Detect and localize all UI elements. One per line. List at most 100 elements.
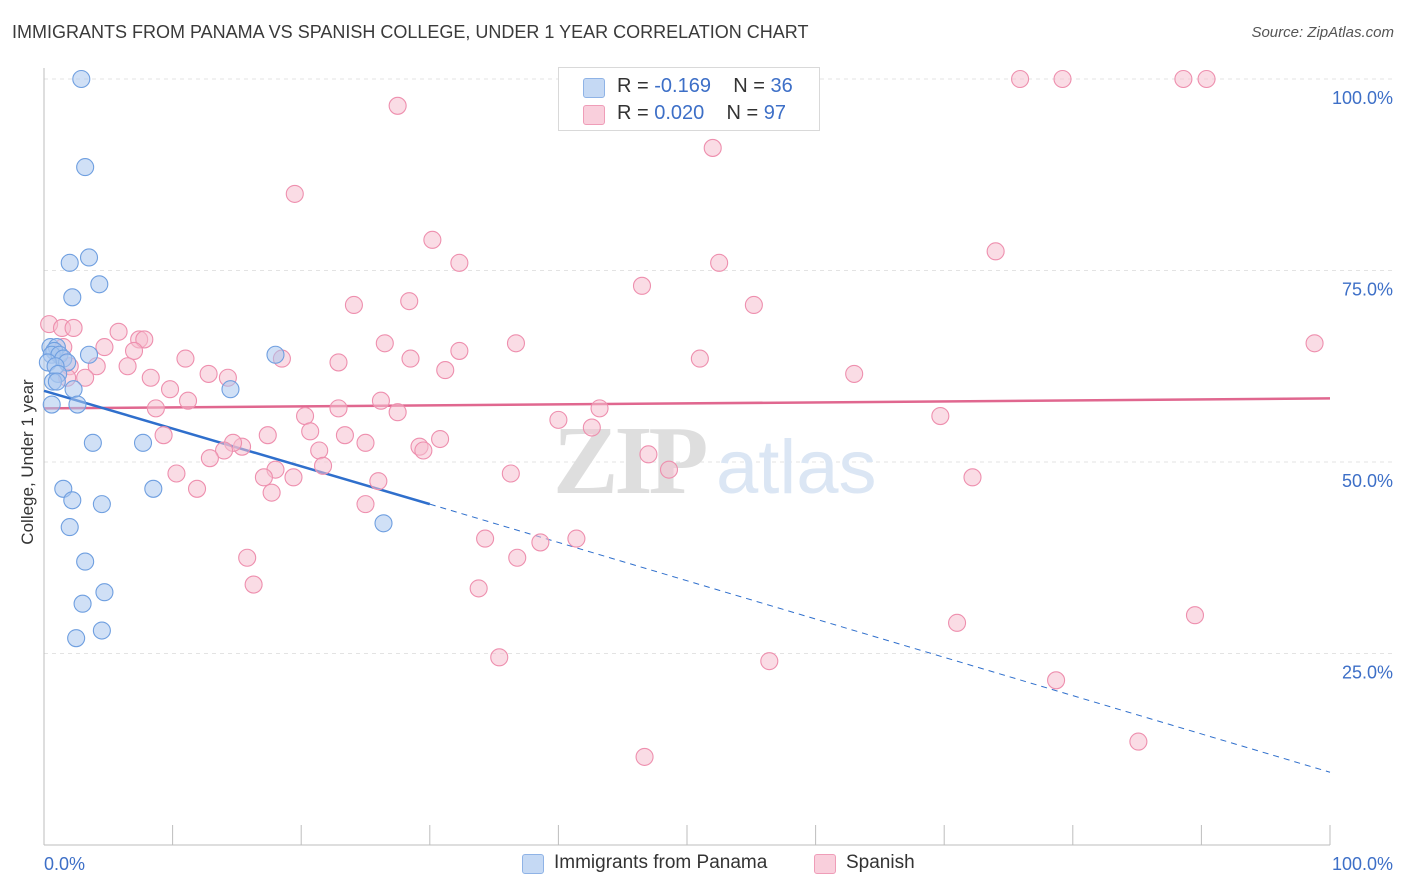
legend-r-value: -0.169 <box>654 75 711 97</box>
legend-n-label: N = <box>733 75 771 97</box>
y-tick-label: 75.0% <box>1342 280 1393 300</box>
point-spanish <box>506 334 526 353</box>
point-spanish <box>76 368 95 387</box>
point-spanish <box>1197 69 1216 89</box>
point-panama <box>144 479 163 498</box>
point-spanish <box>703 138 722 157</box>
point-panama <box>68 395 87 414</box>
point-spanish <box>109 322 128 341</box>
point-spanish <box>335 426 354 445</box>
point-panama <box>76 552 95 571</box>
point-panama <box>79 248 99 267</box>
point-spanish <box>296 406 315 426</box>
point-spanish <box>1174 69 1193 89</box>
point-spanish <box>1129 732 1148 751</box>
zipatlas-watermark: ZIP atlas <box>553 407 877 515</box>
y-tick-label: 100.0% <box>1332 88 1393 108</box>
point-spanish <box>632 276 652 295</box>
point-spanish <box>167 464 186 483</box>
point-panama <box>60 253 79 272</box>
axes: College, Under 1 year <box>18 68 1331 846</box>
legend-swatch-blue <box>522 854 544 874</box>
point-spanish <box>388 403 407 422</box>
point-spanish <box>401 349 420 368</box>
y-axis-title: College, Under 1 year <box>18 379 37 545</box>
legend-swatch-blue <box>583 78 605 98</box>
point-spanish <box>1305 334 1324 353</box>
point-spanish <box>369 472 388 491</box>
x-tick-label: 100.0% <box>1332 854 1393 874</box>
point-spanish <box>490 648 509 667</box>
point-spanish <box>314 456 333 475</box>
point-panama <box>73 594 92 613</box>
point-spanish <box>187 479 207 498</box>
point-spanish <box>549 410 568 429</box>
stats-legend: R = -0.169 N = 36 R = 0.020 N = 97 <box>558 67 820 131</box>
point-panama <box>95 583 114 602</box>
trend-line-panama-projection <box>429 503 1331 773</box>
point-spanish <box>986 242 1005 261</box>
point-spanish <box>639 445 658 464</box>
watermark-zip: ZIP <box>553 407 707 515</box>
point-spanish <box>436 361 455 380</box>
point-spanish <box>344 295 363 315</box>
legend-swatch-pink <box>583 105 605 125</box>
point-spanish <box>64 318 83 338</box>
point-spanish <box>146 399 165 418</box>
point-spanish <box>329 353 348 372</box>
point-spanish <box>469 579 488 598</box>
legend-r-label: R = <box>617 75 655 97</box>
x-tick-label: 0.0% <box>44 854 85 874</box>
point-panama <box>60 518 79 537</box>
point-spanish <box>476 529 495 548</box>
point-spanish <box>760 652 779 671</box>
point-spanish <box>371 391 390 410</box>
point-spanish <box>931 406 950 426</box>
point-panama <box>79 345 99 364</box>
point-spanish <box>659 460 679 479</box>
tick-labels: 25.0% 50.0% 75.0% 100.0% 0.0% 100.0% <box>44 88 1393 874</box>
point-spanish <box>214 441 234 460</box>
legend-label-panama: Immigrants from Panama <box>554 852 768 873</box>
point-panama <box>90 275 109 294</box>
point-spanish <box>744 295 763 315</box>
y-tick-label: 50.0% <box>1342 471 1393 491</box>
point-spanish <box>590 399 609 418</box>
legend-r-label: R = <box>617 102 655 124</box>
point-spanish <box>244 575 263 594</box>
point-spanish <box>450 341 469 360</box>
legend-r-value: 0.020 <box>654 102 705 124</box>
point-panama <box>374 514 393 533</box>
watermark-atlas: atlas <box>716 425 877 510</box>
trend-line-spanish <box>43 397 1331 410</box>
point-spanish <box>1011 69 1030 89</box>
point-spanish <box>1047 671 1066 690</box>
point-panama <box>47 372 66 391</box>
point-panama <box>63 288 82 307</box>
point-spanish <box>124 341 144 360</box>
grid-lines <box>44 78 1395 654</box>
point-spanish <box>285 184 304 203</box>
legend-n-value: 97 <box>763 102 787 124</box>
point-spanish <box>1053 69 1072 89</box>
point-spanish <box>431 429 450 449</box>
chart-title: IMMIGRANTS FROM PANAMA VS SPANISH COLLEG… <box>12 22 809 42</box>
point-panama <box>266 345 285 364</box>
point-spanish <box>501 464 520 483</box>
legend-swatch-pink <box>814 854 836 874</box>
point-spanish <box>258 426 277 445</box>
point-spanish <box>963 468 982 487</box>
point-panama <box>72 69 91 89</box>
point-spanish <box>118 357 137 376</box>
legend-label-spanish: Spanish <box>846 852 915 873</box>
point-panama <box>83 433 102 452</box>
point-spanish <box>200 449 219 468</box>
point-spanish <box>690 349 709 368</box>
source-label: Source: ZipAtlas.com <box>1251 24 1394 41</box>
point-panama <box>67 629 86 648</box>
point-spanish <box>450 253 469 272</box>
point-spanish <box>141 368 160 387</box>
point-spanish <box>531 533 550 552</box>
point-spanish <box>356 495 375 514</box>
point-spanish <box>423 230 442 249</box>
